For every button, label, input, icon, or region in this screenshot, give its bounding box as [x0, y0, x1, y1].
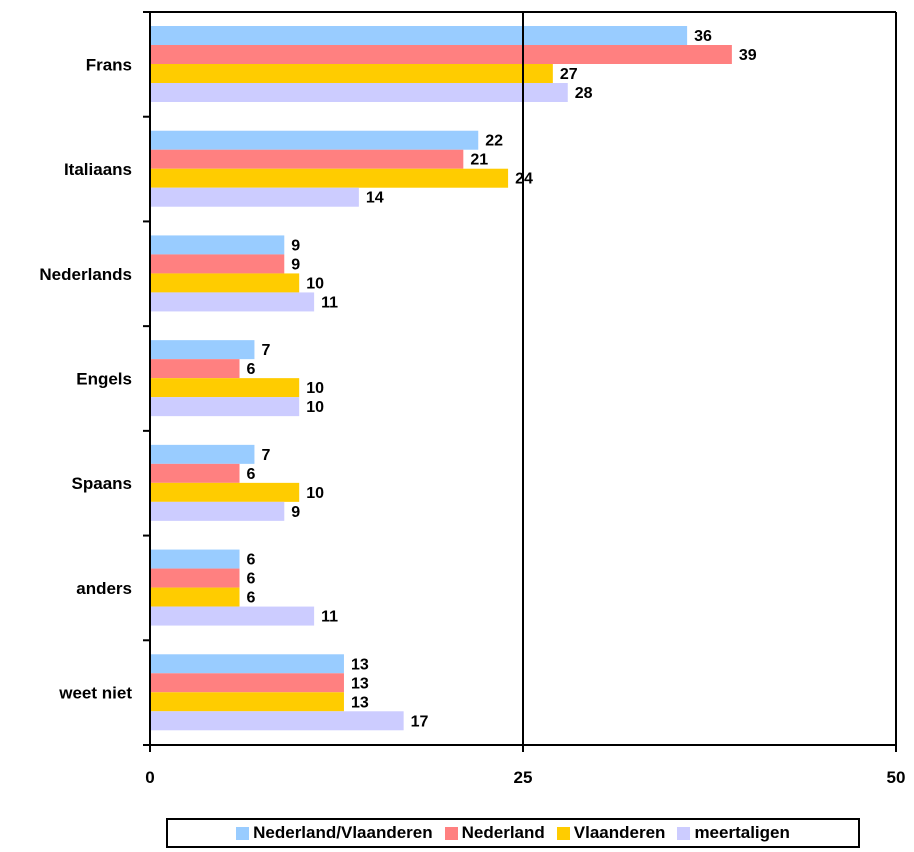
data-label: 6	[247, 552, 256, 569]
data-label: 7	[261, 342, 270, 359]
bar-nederlands-3	[150, 292, 315, 312]
data-label: 27	[560, 66, 578, 83]
labels-layer: 36 39 27 28 Frans 22 21 24 14 Italiaans 9 9 10 11 Nede…	[39, 28, 905, 787]
data-label: 24	[515, 171, 533, 188]
data-label: 14	[366, 190, 384, 207]
bar-spaans-2	[150, 482, 300, 502]
x-tick-label: 25	[514, 768, 533, 787]
data-label: 9	[291, 504, 300, 521]
data-label: 7	[261, 447, 270, 464]
data-label: 13	[351, 656, 369, 673]
data-label: 10	[306, 485, 324, 502]
bar-weet-niet-2	[150, 692, 344, 712]
data-label: 13	[351, 675, 369, 692]
data-label: 39	[739, 47, 757, 64]
data-label: 21	[470, 152, 488, 169]
bar-spaans-0	[150, 444, 255, 464]
data-label: 6	[247, 361, 256, 378]
category-label: Italiaans	[64, 160, 132, 179]
legend-item: Nederland/Vlaanderen	[236, 823, 433, 843]
bar-italiaans-2	[150, 168, 509, 188]
bar-italiaans-1	[150, 149, 464, 169]
bar-engels-2	[150, 378, 300, 398]
bar-engels-0	[150, 340, 255, 360]
legend-item: Vlaanderen	[556, 823, 666, 843]
data-label: 11	[321, 609, 338, 626]
data-label: 10	[306, 275, 324, 292]
bar-nederlands-2	[150, 273, 300, 293]
legend-item: Nederland	[444, 823, 545, 843]
category-label: Engels	[76, 370, 132, 389]
legend-swatch	[236, 826, 250, 840]
data-label: 9	[291, 256, 300, 273]
category-label: anders	[76, 579, 132, 598]
data-label: 13	[351, 694, 369, 711]
legend-item: meertaligen	[677, 823, 790, 843]
data-label: 28	[575, 85, 593, 102]
bar-anders-0	[150, 549, 240, 569]
legend-label: Nederland	[461, 823, 545, 842]
legend-swatch	[556, 826, 570, 840]
x-tick-label: 0	[145, 768, 154, 787]
bar-engels-1	[150, 359, 240, 379]
legend-swatch	[444, 826, 458, 840]
data-label: 36	[694, 28, 712, 45]
bar-frans-3	[150, 83, 568, 102]
data-label: 10	[306, 399, 324, 416]
bar-weet-niet-3	[150, 711, 404, 731]
bar-italiaans-3	[150, 187, 359, 207]
category-label: Spaans	[72, 474, 132, 493]
data-label: 6	[247, 571, 256, 588]
data-label: 10	[306, 380, 324, 397]
legend-label: meertaligen	[694, 823, 790, 842]
category-label: Frans	[86, 55, 132, 74]
bar-spaans-3	[150, 501, 285, 521]
bar-weet-niet-1	[150, 673, 344, 693]
axes-layer	[143, 11, 897, 752]
legend-swatch	[677, 826, 691, 840]
x-tick-label: 50	[887, 768, 906, 787]
data-label: 6	[247, 590, 256, 607]
bar-frans-2	[150, 64, 553, 83]
data-label: 17	[411, 713, 429, 730]
bar-spaans-1	[150, 463, 240, 483]
legend: Nederland/Vlaanderen Nederland Vlaanderen m…	[166, 818, 860, 848]
category-label: Nederlands	[39, 265, 132, 284]
data-label: 22	[485, 133, 503, 150]
bar-anders-2	[150, 587, 240, 607]
data-label: 6	[247, 466, 256, 483]
bar-weet-niet-0	[150, 654, 344, 674]
data-label: 11	[321, 294, 338, 311]
bar-engels-3	[150, 397, 300, 417]
bar-anders-1	[150, 568, 240, 588]
category-label: weet niet	[58, 684, 132, 703]
bar-nederlands-0	[150, 235, 285, 255]
bar-nederlands-1	[150, 254, 285, 274]
legend-label: Nederland/Vlaanderen	[253, 823, 433, 842]
bar-frans-0	[150, 26, 688, 45]
bar-italiaans-0	[150, 130, 479, 150]
legend-label: Vlaanderen	[573, 823, 666, 842]
data-label: 9	[291, 237, 300, 254]
bars-layer	[150, 26, 732, 731]
bar-anders-3	[150, 606, 315, 626]
bar-frans-1	[150, 45, 732, 64]
